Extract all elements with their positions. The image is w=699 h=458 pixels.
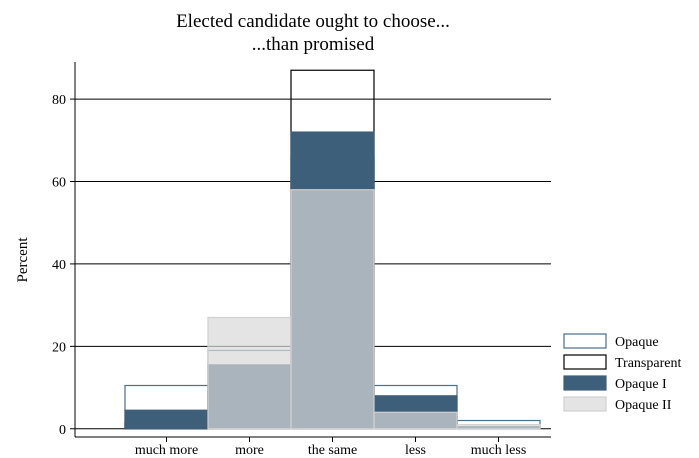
legend-label: Opaque I [615,377,667,392]
legend-swatch [563,375,607,391]
bar-opaque-i-much-more [124,409,209,430]
axes: 0 20 40 60 80 much more more the same less much l… [52,62,551,458]
legend-swatch [563,396,607,412]
bar-opaque-ii-less [373,411,458,430]
legend-swatch [563,333,607,349]
chart-title-line-2: ...than promised [252,34,375,55]
legend-label: Transparent [615,356,681,371]
chart-title-line-1: Elected candidate ought to choose... [176,11,450,32]
y-axis-label: Percent [15,237,31,283]
x-tick-label: much less [471,443,527,458]
y-tick-label: 0 [59,423,66,438]
y-tick-label: 40 [52,258,66,273]
legend-label: Opaque II [615,398,672,413]
y-tick-label: 80 [52,93,66,108]
bars [124,69,541,430]
legend-label: Opaque [615,335,659,350]
x-tick-label: much more [135,443,198,458]
legend-swatch [563,354,607,370]
y-tick-label: 20 [52,340,66,355]
x-tick-label: more [235,443,264,458]
bar-opaque-ii-much-less [456,424,541,430]
bar-opaque-ii-more [207,316,292,430]
x-tick-label: the same [308,443,357,458]
y-tick-label: 60 [52,176,66,191]
legend: Opaque Transparent Opaque I Opaque II [563,333,681,413]
bar-opaque-ii-the-same [290,189,375,430]
x-tick-label: less [405,443,426,458]
